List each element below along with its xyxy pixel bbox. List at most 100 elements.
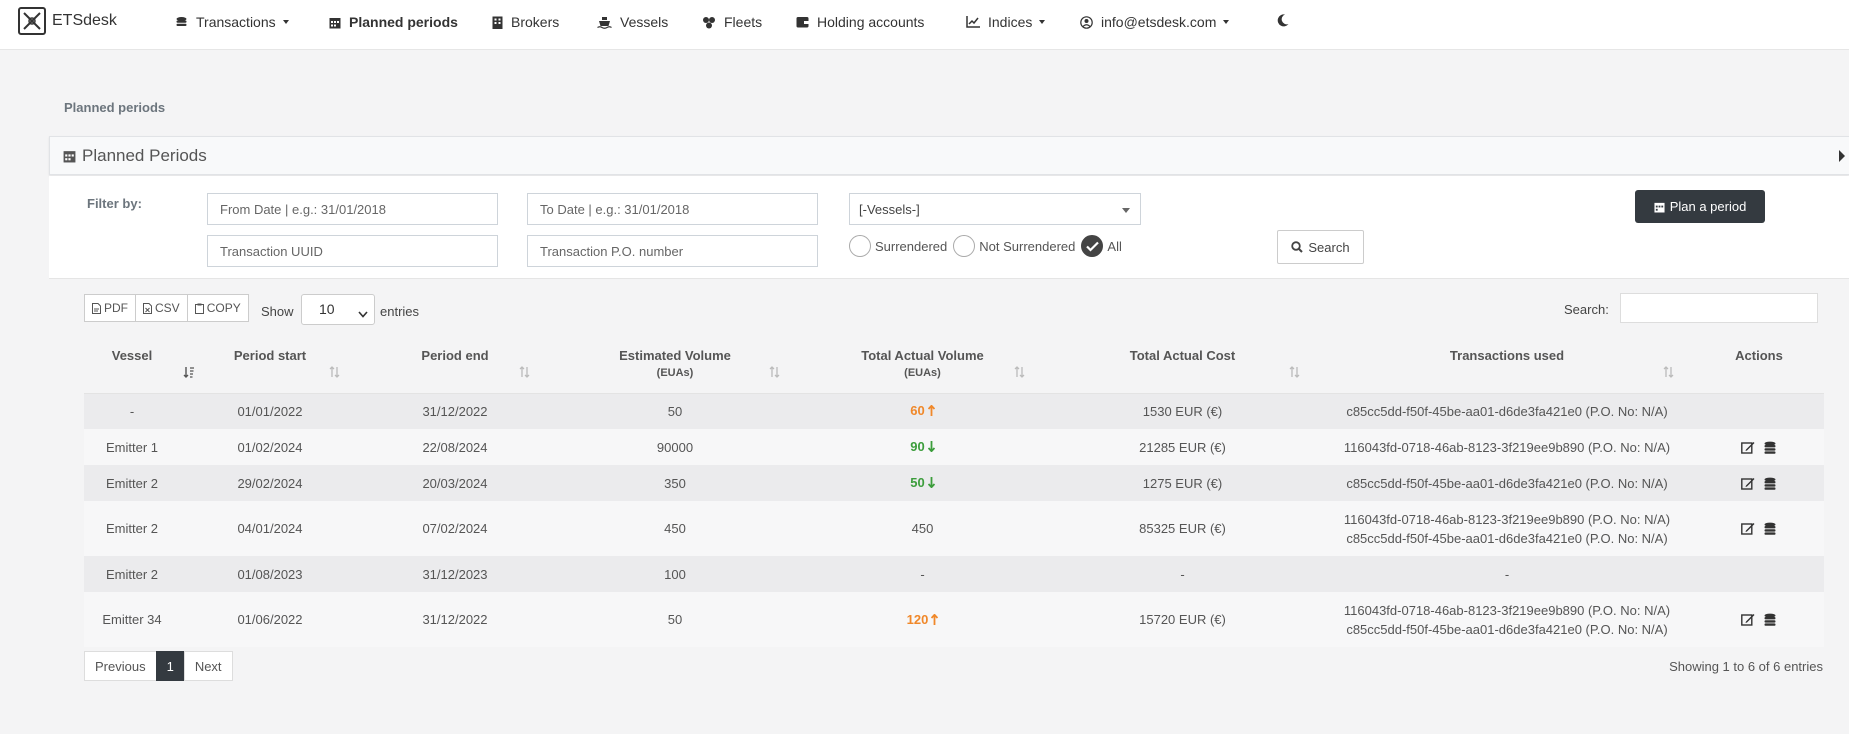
radio-all[interactable]: All [1081,235,1122,257]
cell-period-start-value: 01/02/2024 [237,439,303,455]
col-vessel[interactable]: Vessel [84,339,194,394]
coins-icon[interactable] [1763,441,1777,454]
nav-account-label: info@etsdesk.com [1101,14,1217,30]
export-pdf-button[interactable]: PDF [84,294,136,322]
transaction-link[interactable]: 116043fd-0718-46ab-8123-3f219ee9b890 (P.… [1343,602,1671,618]
nav-vessels[interactable]: Vessels [597,12,668,32]
edit-icon[interactable] [1741,441,1755,454]
export-buttons: PDF CSV COPY [84,294,249,322]
dark-mode-toggle[interactable] [1277,12,1289,32]
calendar-icon [63,149,76,163]
vessels-select[interactable]: [-Vessels-] [849,193,1141,225]
transaction-link[interactable]: c85cc5dd-f50f-45be-aa01-d6de3fa421e0 (P.… [1346,621,1668,637]
cell-period-end: 07/02/2024 [360,501,550,556]
panel-header[interactable]: Planned Periods [49,136,1849,175]
search-button[interactable]: Search [1277,230,1364,264]
col-actions: Actions [1694,339,1824,394]
col-period-start[interactable]: Period start [180,339,360,394]
export-csv-button[interactable]: CSV [135,294,188,322]
radio-not-surrendered[interactable]: Not Surrendered [953,235,1075,257]
transaction-link[interactable]: c85cc5dd-f50f-45be-aa01-d6de3fa421e0 (P.… [1346,530,1668,546]
cell-period-start: 01/01/2022 [180,393,360,429]
next-page-button[interactable]: Next [183,651,233,681]
cell-total-actual-cost: 1530 EUR (€) [1045,393,1320,429]
pagination: Previous 1 Next [84,651,233,681]
cell-vessel-value: Emitter 2 [105,521,158,536]
nav-account[interactable]: info@etsdesk.com [1080,12,1230,32]
cell-actions [1694,592,1824,647]
export-csv-label: CSV [155,301,180,315]
arrow-down-icon [927,440,935,455]
cell-total-actual-cost-value: 15720 EUR (€) [1139,612,1226,627]
cell-estimated-volume: 50 [550,393,800,429]
transaction-po-input[interactable] [527,235,818,267]
col-estimated-volume[interactable]: Estimated Volume (EUAs) [550,339,800,394]
cell-period-end-value: 07/02/2024 [422,521,488,536]
col-transactions-used[interactable]: Transactions used [1320,339,1694,394]
nav-transactions[interactable]: Transactions [175,12,289,32]
radio-not-surrendered-label: Not Surrendered [979,238,1076,254]
col-total-actual-cost[interactable]: Total Actual Cost [1045,339,1320,394]
previous-page-button[interactable]: Previous [84,651,157,681]
nav-planned-periods-label: Planned periods [349,14,458,30]
cell-vessel: Emitter 1 [84,429,180,465]
ship-icon [597,16,612,29]
radio-circle[interactable] [953,235,976,257]
sort-icon [769,366,780,381]
edit-icon[interactable] [1741,522,1755,535]
transaction-link[interactable]: - [1504,566,1510,582]
row-actions [1698,441,1820,454]
coins-icon[interactable] [1763,477,1777,490]
vessels-select-value: [-Vessels-] [859,202,920,217]
caret-right-icon[interactable] [1839,150,1845,162]
cell-transactions-used: c85cc5dd-f50f-45be-aa01-d6de3fa421e0 (P.… [1320,465,1694,501]
nav-holding-accounts[interactable]: Holding accounts [796,12,924,32]
export-pdf-label: PDF [104,301,128,315]
logo-icon [18,7,46,35]
transaction-link[interactable]: c85cc5dd-f50f-45be-aa01-d6de3fa421e0 (P.… [1346,475,1668,491]
table-row: Emitter 2 04/01/2024 07/02/2024 450 450 85325… [84,501,1824,556]
page-1-button[interactable]: 1 [155,651,185,681]
plan-period-button[interactable]: Plan a period [1635,190,1765,223]
cell-actions [1694,393,1824,429]
brand[interactable]: ETSdesk [18,7,117,35]
radio-circle-checked[interactable] [1081,235,1104,257]
cell-estimated-volume: 50 [550,592,800,647]
cell-period-start-value: 29/02/2024 [237,475,303,491]
table-search-input[interactable] [1620,293,1818,323]
transaction-uuid-input[interactable] [207,235,498,267]
building-icon [492,16,503,29]
cell-vessel: Emitter 2 [84,556,180,592]
col-total-actual-volume[interactable]: Total Actual Volume (EUAs) [800,339,1045,394]
from-date-input[interactable] [207,193,498,225]
col-period-end-label: Period end [421,348,489,363]
copy-button[interactable]: COPY [186,294,249,322]
radio-circle[interactable] [849,235,871,257]
file-csv-icon [143,302,152,314]
radio-surrendered[interactable]: Surrendered [849,235,947,257]
nav-fleets[interactable]: Fleets [702,12,762,32]
actual-volume-value: - [920,566,925,582]
table-info: Showing 1 to 6 of 6 entries [1669,659,1823,674]
coins-icon[interactable] [1763,613,1777,626]
sort-icon [1014,366,1025,381]
transaction-link[interactable]: c85cc5dd-f50f-45be-aa01-d6de3fa421e0 (P.… [1346,403,1668,419]
to-date-input[interactable] [527,193,818,225]
transaction-link[interactable]: 116043fd-0718-46ab-8123-3f219ee9b890 (P.… [1343,439,1671,455]
edit-icon[interactable] [1741,613,1755,626]
coins-icon[interactable] [1763,522,1777,535]
cell-estimated-volume-value: 100 [664,566,686,582]
col-transactions-used-label: Transactions used [1449,348,1565,363]
cell-estimated-volume: 450 [550,501,800,556]
cell-total-actual-volume: 120 [800,592,1045,647]
nav-fleets-label: Fleets [724,14,763,30]
edit-icon[interactable] [1741,477,1755,490]
col-period-end[interactable]: Period end [360,339,550,394]
nav-indices[interactable]: Indices [966,12,1046,32]
transaction-link[interactable]: 116043fd-0718-46ab-8123-3f219ee9b890 (P.… [1343,511,1671,527]
nav-brokers[interactable]: Brokers [492,12,559,32]
entries-select[interactable]: 10 [301,294,375,325]
nav-planned-periods[interactable]: Planned periods [329,12,458,32]
cell-period-start: 01/08/2023 [180,556,360,592]
cell-total-actual-volume: 450 [800,501,1045,556]
